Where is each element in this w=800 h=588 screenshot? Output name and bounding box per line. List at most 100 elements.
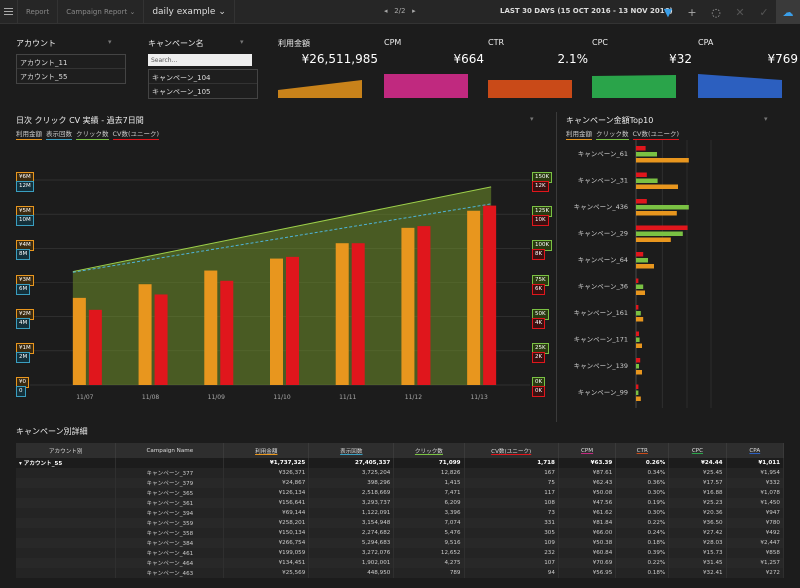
table-cell: ¥24.44 <box>668 458 727 468</box>
spend-bar <box>636 343 642 348</box>
kpi-title: CTR <box>488 38 505 47</box>
table-cell: 5,476 <box>393 528 465 538</box>
table-cell <box>115 458 225 468</box>
table-row[interactable]: キャンペーン_464 ¥134,451 1,902,001 4,275 107 ¥70.6… <box>16 558 785 568</box>
campaign-search-input[interactable]: Search... <box>148 54 252 66</box>
breadcrumb-daily-example[interactable]: daily example ⌄ <box>144 0 235 24</box>
table-cell: ¥47.56 <box>558 498 617 508</box>
table-cell: 75 <box>464 478 559 488</box>
cloud-icon[interactable]: ☁ <box>776 0 800 24</box>
spend-bar <box>204 270 218 385</box>
category-label: キャンペーン_99 <box>578 389 628 397</box>
table-row[interactable]: キャンペーン_359 ¥258,201 3,154,948 7,074 331 ¥81.8… <box>16 518 785 528</box>
table-header-cell[interactable]: アカウント別 <box>16 443 117 458</box>
table-header-cell[interactable]: CTR <box>615 443 670 458</box>
check-icon[interactable]: ✓ <box>759 5 769 19</box>
y-axis-impressions-label: 0 <box>16 386 26 397</box>
top-bar: Report Campaign Report ⌄ daily example ⌄ <box>0 0 800 24</box>
combo-chart: 11/07 11/08 11/09 11/10 11/11 11/12 11/13 <box>30 179 530 401</box>
table-cell: 94 <box>464 568 559 578</box>
table-cell: ¥15.73 <box>668 548 727 558</box>
add-icon[interactable]: + <box>687 5 697 19</box>
kpi-cpa: CPA ¥769 <box>698 38 800 100</box>
table-header-cell[interactable]: CPC <box>668 443 727 458</box>
table-cell: ¥66.00 <box>558 528 617 538</box>
campaign-filter: キャンペーン名 <box>148 38 204 49</box>
date-range-selector[interactable]: LAST 30 DAYS (15 OCT 2016 - 13 NOV 2016) <box>500 7 673 15</box>
table-cell: 0.24% <box>615 528 670 538</box>
filter-title: キャンペーン名 <box>148 39 204 48</box>
kpi-sparkline <box>278 80 362 98</box>
clicks-bar <box>636 311 641 316</box>
breadcrumb-report[interactable]: Report <box>18 0 59 24</box>
table-cell: ¥27.42 <box>668 528 727 538</box>
table-cell: 0.22% <box>615 558 670 568</box>
table-cell: 4,275 <box>393 558 465 568</box>
table-row[interactable]: キャンペーン_463 ¥25,569 448,950 789 94 ¥56.95 0.18%… <box>16 568 785 578</box>
kpi-ctr: CTR 2.1% <box>488 38 592 100</box>
table-header-cell[interactable]: クリック数 <box>393 443 465 458</box>
table-cell: 167 <box>464 468 559 478</box>
top10-chart-title: キャンペーン金額Top10 <box>566 116 654 125</box>
next-page-icon[interactable]: ▸ <box>412 7 416 15</box>
table-row[interactable]: キャンペーン_461 ¥199,059 3,272,076 12,652 232 ¥60.… <box>16 548 785 558</box>
table-cell: キャンペーン_377 <box>115 468 225 478</box>
list-item[interactable]: アカウント_11 <box>17 55 125 69</box>
table-cell: ¥1,078 <box>726 488 785 498</box>
table-row[interactable]: キャンペーン_358 ¥150,134 2,274,682 5,476 305 ¥66.0… <box>16 528 785 538</box>
y-axis-cv-label: 12K <box>532 181 549 192</box>
x-tick-label: 11/12 <box>405 394 422 401</box>
table-cell: ¥258,201 <box>223 518 310 528</box>
chevron-down-icon: ⌄ <box>218 6 226 17</box>
table-cell: ¥947 <box>726 508 785 518</box>
table-cell: ¥126,134 <box>223 488 310 498</box>
table-cell <box>16 498 117 508</box>
table-cell: 2,274,682 <box>308 528 395 538</box>
kpi-cpm: CPM ¥664 <box>384 38 488 100</box>
spend-bar <box>636 158 689 163</box>
table-row[interactable]: キャンペーン_384 ¥266,754 5,294,683 9,516 109 ¥50.3… <box>16 538 785 548</box>
spend-bar <box>636 396 641 401</box>
filter-funnel-icon[interactable]: ▾ <box>108 38 112 46</box>
cv-bar <box>220 280 234 385</box>
table-cell: 0.18% <box>615 538 670 548</box>
table-header-cell[interactable]: 表示回数 <box>308 443 395 458</box>
top10-chart: キャンペーン_61 キャンペーン_31 キャンペーン_436 キャンペーン_29 キャン… <box>574 140 712 408</box>
filter-icon[interactable]: ▼ <box>663 5 673 19</box>
filter-title: アカウント <box>16 39 56 48</box>
table-header-cell[interactable]: CPA <box>726 443 785 458</box>
filter-funnel-icon[interactable]: ▾ <box>764 115 768 123</box>
table-row[interactable]: キャンペーン_394 ¥69,144 1,122,091 3,396 73 ¥61.62 0… <box>16 508 785 518</box>
kpi-value: 2.1% <box>557 52 589 66</box>
account-filter: アカウント <box>16 38 56 49</box>
table-header-cell[interactable]: 利用金額 <box>223 443 310 458</box>
clicks-bar <box>636 390 639 395</box>
breadcrumb-campaign-report[interactable]: Campaign Report ⌄ <box>58 0 145 24</box>
table-cell: ¥1,450 <box>726 498 785 508</box>
table-header-cell[interactable]: CV数(ユニーク) <box>464 443 559 458</box>
table-row[interactable]: キャンペーン_379 ¥24,867 398,296 1,415 75 ¥62.43 0.3… <box>16 478 785 488</box>
kpi-value: ¥769 <box>767 52 798 66</box>
table-cell: ¥17.57 <box>668 478 727 488</box>
comment-icon[interactable]: ◌ <box>711 5 721 19</box>
prev-page-icon[interactable]: ◂ <box>384 7 388 15</box>
kpi-sparkline <box>488 80 572 98</box>
table-header-cell[interactable]: CPM <box>558 443 617 458</box>
table-row[interactable]: キャンペーン_377 ¥326,371 3,725,204 12,826 167 ¥87.… <box>16 468 785 478</box>
menu-icon[interactable] <box>0 0 18 24</box>
list-item[interactable]: キャンペーン_105 <box>152 88 211 96</box>
table-row[interactable]: キャンペーン_365 ¥126,134 2,518,669 7,471 117 ¥50.0… <box>16 488 785 498</box>
kpi-sparkline <box>592 75 676 98</box>
chevron-down-icon: ⌄ <box>129 7 136 16</box>
legend-spend: 利用金額 <box>16 130 42 140</box>
filter-funnel-icon[interactable]: ▾ <box>530 115 534 123</box>
table-row[interactable]: キャンペーン_361 ¥156,641 3,293,737 6,209 108 ¥47.5… <box>16 498 785 508</box>
close-icon[interactable]: ✕ <box>735 5 745 19</box>
filter-funnel-icon[interactable]: ▾ <box>240 38 244 46</box>
list-item[interactable]: アカウント_55 <box>20 73 68 81</box>
cv-bar <box>636 331 639 336</box>
table-cell: ¥1,011 <box>726 458 785 468</box>
table-header-cell[interactable]: Campaign Name <box>115 443 225 458</box>
list-item[interactable]: キャンペーン_104 <box>149 70 257 84</box>
table-cell: ¥36.50 <box>668 518 727 528</box>
